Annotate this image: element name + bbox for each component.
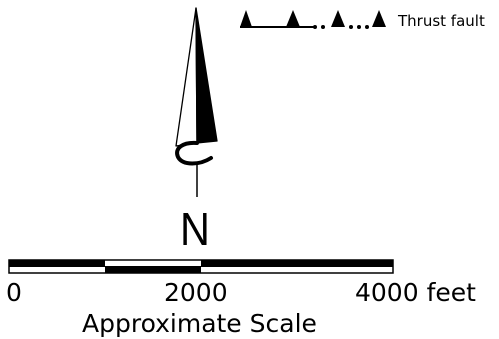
north-arrow-icon bbox=[175, 7, 218, 197]
scale-segment-1 bbox=[9, 260, 105, 267]
scale-tick-4000: 4000 feet bbox=[355, 280, 476, 305]
north-label: N bbox=[180, 203, 210, 255]
scale-tick-2000: 2000 bbox=[164, 278, 228, 307]
scale-segment-3 bbox=[201, 260, 393, 267]
scale-unit: feet bbox=[426, 278, 476, 307]
scale-bar bbox=[8, 259, 394, 274]
scale-caption: Approximate Scale bbox=[82, 309, 317, 338]
scale-tick-0: 0 bbox=[6, 278, 22, 307]
scale-segment-2 bbox=[105, 266, 201, 273]
thrust-fault-symbol-icon bbox=[240, 10, 386, 29]
scale-tick-4000-value: 4000 bbox=[355, 278, 419, 307]
thrust-fault-label: Thrust fault bbox=[398, 12, 485, 30]
